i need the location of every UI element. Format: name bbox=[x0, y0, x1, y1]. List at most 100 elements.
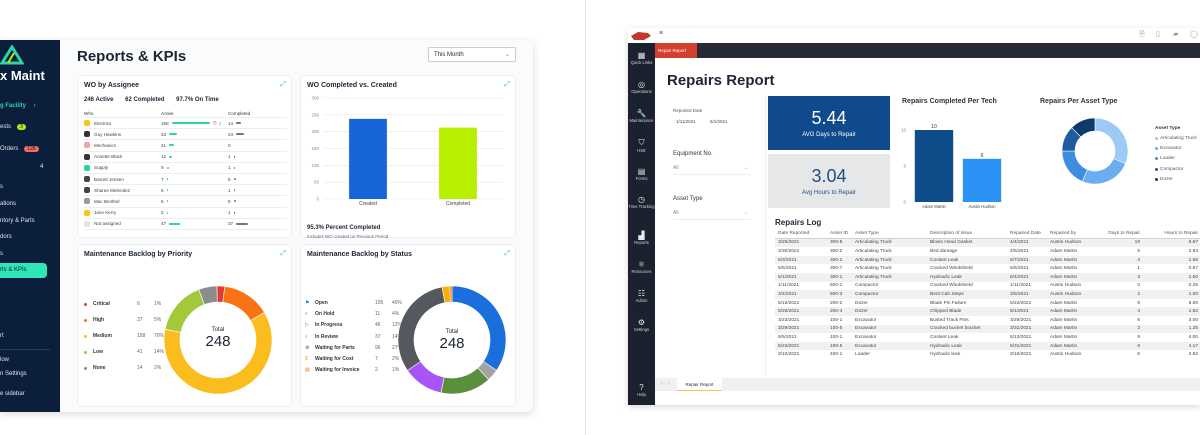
table-row[interactable]: 5/15/2021 200-2 Dozer Blade Pin Failure 5/24… bbox=[775, 299, 1200, 308]
sidebar-item[interactable]: low bbox=[0, 357, 9, 363]
table-row[interactable]: Guy Hawkins 33 24 bbox=[84, 129, 287, 141]
table-row[interactable]: 5/23/2021 100-5 Excavator Hydraulic Leak 5/3… bbox=[775, 341, 1200, 351]
tab-repair-report[interactable]: Repair Report bbox=[655, 43, 697, 58]
status-donut-chart bbox=[397, 285, 507, 395]
asset-type-dropdown[interactable]: All ⌄ bbox=[673, 210, 751, 220]
table-cell: Compactor bbox=[855, 283, 879, 289]
column-header[interactable]: Date Reported bbox=[778, 231, 810, 237]
table-cell: 200-4 bbox=[830, 309, 843, 315]
legend-percent: 14% bbox=[392, 333, 403, 340]
column-header: Active bbox=[161, 110, 174, 116]
kpi-label: AVG Days to Repair bbox=[802, 132, 856, 138]
table-row[interactable]: 5/3/2021 300-2 Articulating Truck Coolant L… bbox=[775, 255, 1200, 265]
sidebar-item[interactable]: 4 bbox=[0, 164, 43, 170]
table-row[interactable]: Jane Kerry 2 1 bbox=[84, 208, 287, 219]
column-header[interactable]: Hours to Repair bbox=[1164, 231, 1198, 237]
sidebar-item[interactable]: ests 3 bbox=[0, 124, 26, 130]
expand-icon[interactable]: ⤢ bbox=[504, 81, 510, 88]
table-row[interactable]: 3/29/2021 100-5 Excavator Cracked bucket br… bbox=[775, 324, 1200, 334]
column-header[interactable]: Description of Issue bbox=[930, 231, 973, 237]
sidebar-item[interactable]: s bbox=[0, 184, 3, 190]
sidebar-item[interactable]: rt bbox=[0, 333, 4, 339]
column-header[interactable]: Repaired Date bbox=[1010, 231, 1041, 237]
table-row[interactable]: 3/30/2021 300-2 Articulating Truck Bed dama… bbox=[775, 247, 1200, 256]
expand-icon[interactable]: ⤢ bbox=[280, 81, 286, 88]
table-row[interactable]: 3/10/2021 400-1 Loader Hydraulic leak 3/16/2… bbox=[775, 350, 1200, 359]
chat-icon[interactable]: ▰ bbox=[1173, 31, 1179, 38]
prev-page-icon[interactable]: ‹ bbox=[661, 381, 663, 387]
page-title: Reports & KPIs bbox=[77, 48, 187, 65]
table-cell: 1.92 bbox=[1188, 309, 1198, 315]
nav-admin[interactable]: ☷ Admin bbox=[628, 289, 655, 303]
nav-resources[interactable]: ⚛ Resources bbox=[628, 260, 655, 274]
table-row[interactable]: Not assigned 47 37 bbox=[84, 219, 287, 230]
nav-operations[interactable]: ◎ Operations bbox=[628, 80, 655, 94]
nav-reports[interactable]: ▟ Reports bbox=[628, 231, 655, 245]
date-to-input[interactable]: 6/1/2021 bbox=[710, 119, 728, 124]
table-cell: Blade Pin Failure bbox=[930, 300, 967, 306]
table-row[interactable]: Sharee Melendez 6 1 bbox=[84, 185, 287, 197]
page-tab-repair-report[interactable]: Repair Report bbox=[677, 378, 722, 391]
sidebar-item[interactable]: e sidebar bbox=[0, 391, 25, 397]
active-bar bbox=[166, 211, 168, 214]
nav-settings[interactable]: ⚙ Settings bbox=[628, 318, 655, 332]
sidebar-item[interactable]: ntory & Parts bbox=[0, 218, 35, 224]
facility-selector[interactable]: g Facility › bbox=[0, 103, 36, 109]
table-row[interactable]: 6/1/2021 300-1 Articulating Truck Hydraulic… bbox=[775, 272, 1200, 282]
sidebar-item[interactable]: rts & KPIs bbox=[0, 263, 47, 278]
hamburger-menu-icon[interactable]: ≡ bbox=[659, 30, 664, 37]
table-row[interactable]: Electrics 168 ◷ 2 14 bbox=[84, 118, 287, 130]
avatar bbox=[84, 176, 90, 183]
legend-title: Asset Type bbox=[1155, 126, 1181, 131]
table-cell: 5/6/2021 bbox=[1010, 266, 1029, 272]
sidebar-item[interactable]: n Settings bbox=[0, 371, 27, 377]
legend-dot bbox=[1155, 167, 1158, 171]
column-header[interactable]: Repaired by bbox=[1050, 231, 1076, 237]
table-row[interactable]: 3/23/2021 100-1 Excavator Busted Track Pins… bbox=[775, 316, 1200, 325]
table-row[interactable]: 5/28/2021 200-4 Dozer Chipped Blade 6/1/2021… bbox=[775, 307, 1200, 316]
table-row[interactable]: Supply 9 1 bbox=[84, 163, 287, 174]
nav-maintenance[interactable]: 🔧 Maintenance bbox=[628, 109, 655, 123]
sidebar-item[interactable]: Orders 128 bbox=[0, 146, 39, 152]
table-cell: 3/23/2021 bbox=[778, 317, 800, 323]
nav-help[interactable]: ? Help bbox=[628, 383, 655, 397]
date-from-input[interactable]: 1/11/2021 bbox=[676, 119, 696, 124]
table-row[interactable]: 1/11/2021 500-1 Compactor Cracked Windshiel… bbox=[775, 282, 1200, 291]
nav-quick-links[interactable]: ▦ Quick Links bbox=[628, 51, 655, 65]
table-cell: 8 bbox=[1137, 343, 1140, 349]
expand-icon[interactable]: ⤢ bbox=[504, 250, 510, 257]
avatar bbox=[84, 153, 90, 160]
table-row[interactable]: Barrett Jensen 7 8 bbox=[84, 174, 287, 186]
help-circle-icon[interactable]: ◯ bbox=[1190, 31, 1198, 38]
equipment-dropdown[interactable]: All ⌄ bbox=[673, 165, 751, 175]
nav-forms[interactable]: ▤ Forms bbox=[628, 167, 655, 181]
table-row[interactable]: 5/5/2021 300-7 Articulating Truck Cracked W… bbox=[775, 264, 1200, 273]
column-header[interactable]: Asset Type bbox=[855, 231, 879, 237]
expand-icon[interactable]: ⤢ bbox=[280, 250, 286, 257]
legend-value: 96 bbox=[375, 344, 381, 351]
table-row[interactable]: Mechanics 21 0 bbox=[84, 140, 287, 152]
table-cell: 200-2 bbox=[830, 300, 843, 306]
next-page-icon[interactable]: › bbox=[668, 381, 670, 387]
column-header[interactable]: Days to Repair bbox=[1108, 231, 1140, 237]
nav-time-tracking[interactable]: ◷ Time Tracking bbox=[628, 195, 655, 209]
nav-hse[interactable]: ⛉ HSE bbox=[628, 138, 655, 153]
sidebar-item[interactable]: dors bbox=[0, 234, 12, 240]
document-icon[interactable]: ▯ bbox=[1156, 31, 1160, 38]
column-header[interactable]: Asset ID bbox=[830, 231, 849, 237]
export-icon[interactable]: 🗎 bbox=[1139, 31, 1145, 38]
card-title: Maintenance Backlog by Priority bbox=[84, 251, 193, 258]
table-row[interactable]: Mac Benthel 6 8 bbox=[84, 196, 287, 208]
legend-item: ⚑ Open 105 40% bbox=[305, 297, 402, 308]
legend-percent: 1% bbox=[154, 301, 162, 307]
table-row[interactable]: Annette Black 12 1 bbox=[84, 152, 287, 163]
table-row[interactable]: 3/25/2021 300-8 Articulating Truck Blown He… bbox=[775, 238, 1200, 248]
table-row[interactable]: 3/4/2021 500-3 Compactor Bent Cab Steps 3/6/… bbox=[775, 290, 1200, 299]
bar-created bbox=[349, 118, 387, 199]
sidebar-item[interactable]: s bbox=[0, 251, 3, 257]
table-row[interactable]: 5/5/2021 100-1 Excavator Coolant Leak 5/13/2… bbox=[775, 333, 1200, 342]
table-cell: 100-1 bbox=[830, 317, 843, 323]
sidebar-item[interactable]: ations bbox=[0, 201, 16, 207]
reported-date-label: Reported Date bbox=[673, 108, 703, 113]
period-select[interactable]: This Month ⌄ bbox=[428, 47, 516, 62]
